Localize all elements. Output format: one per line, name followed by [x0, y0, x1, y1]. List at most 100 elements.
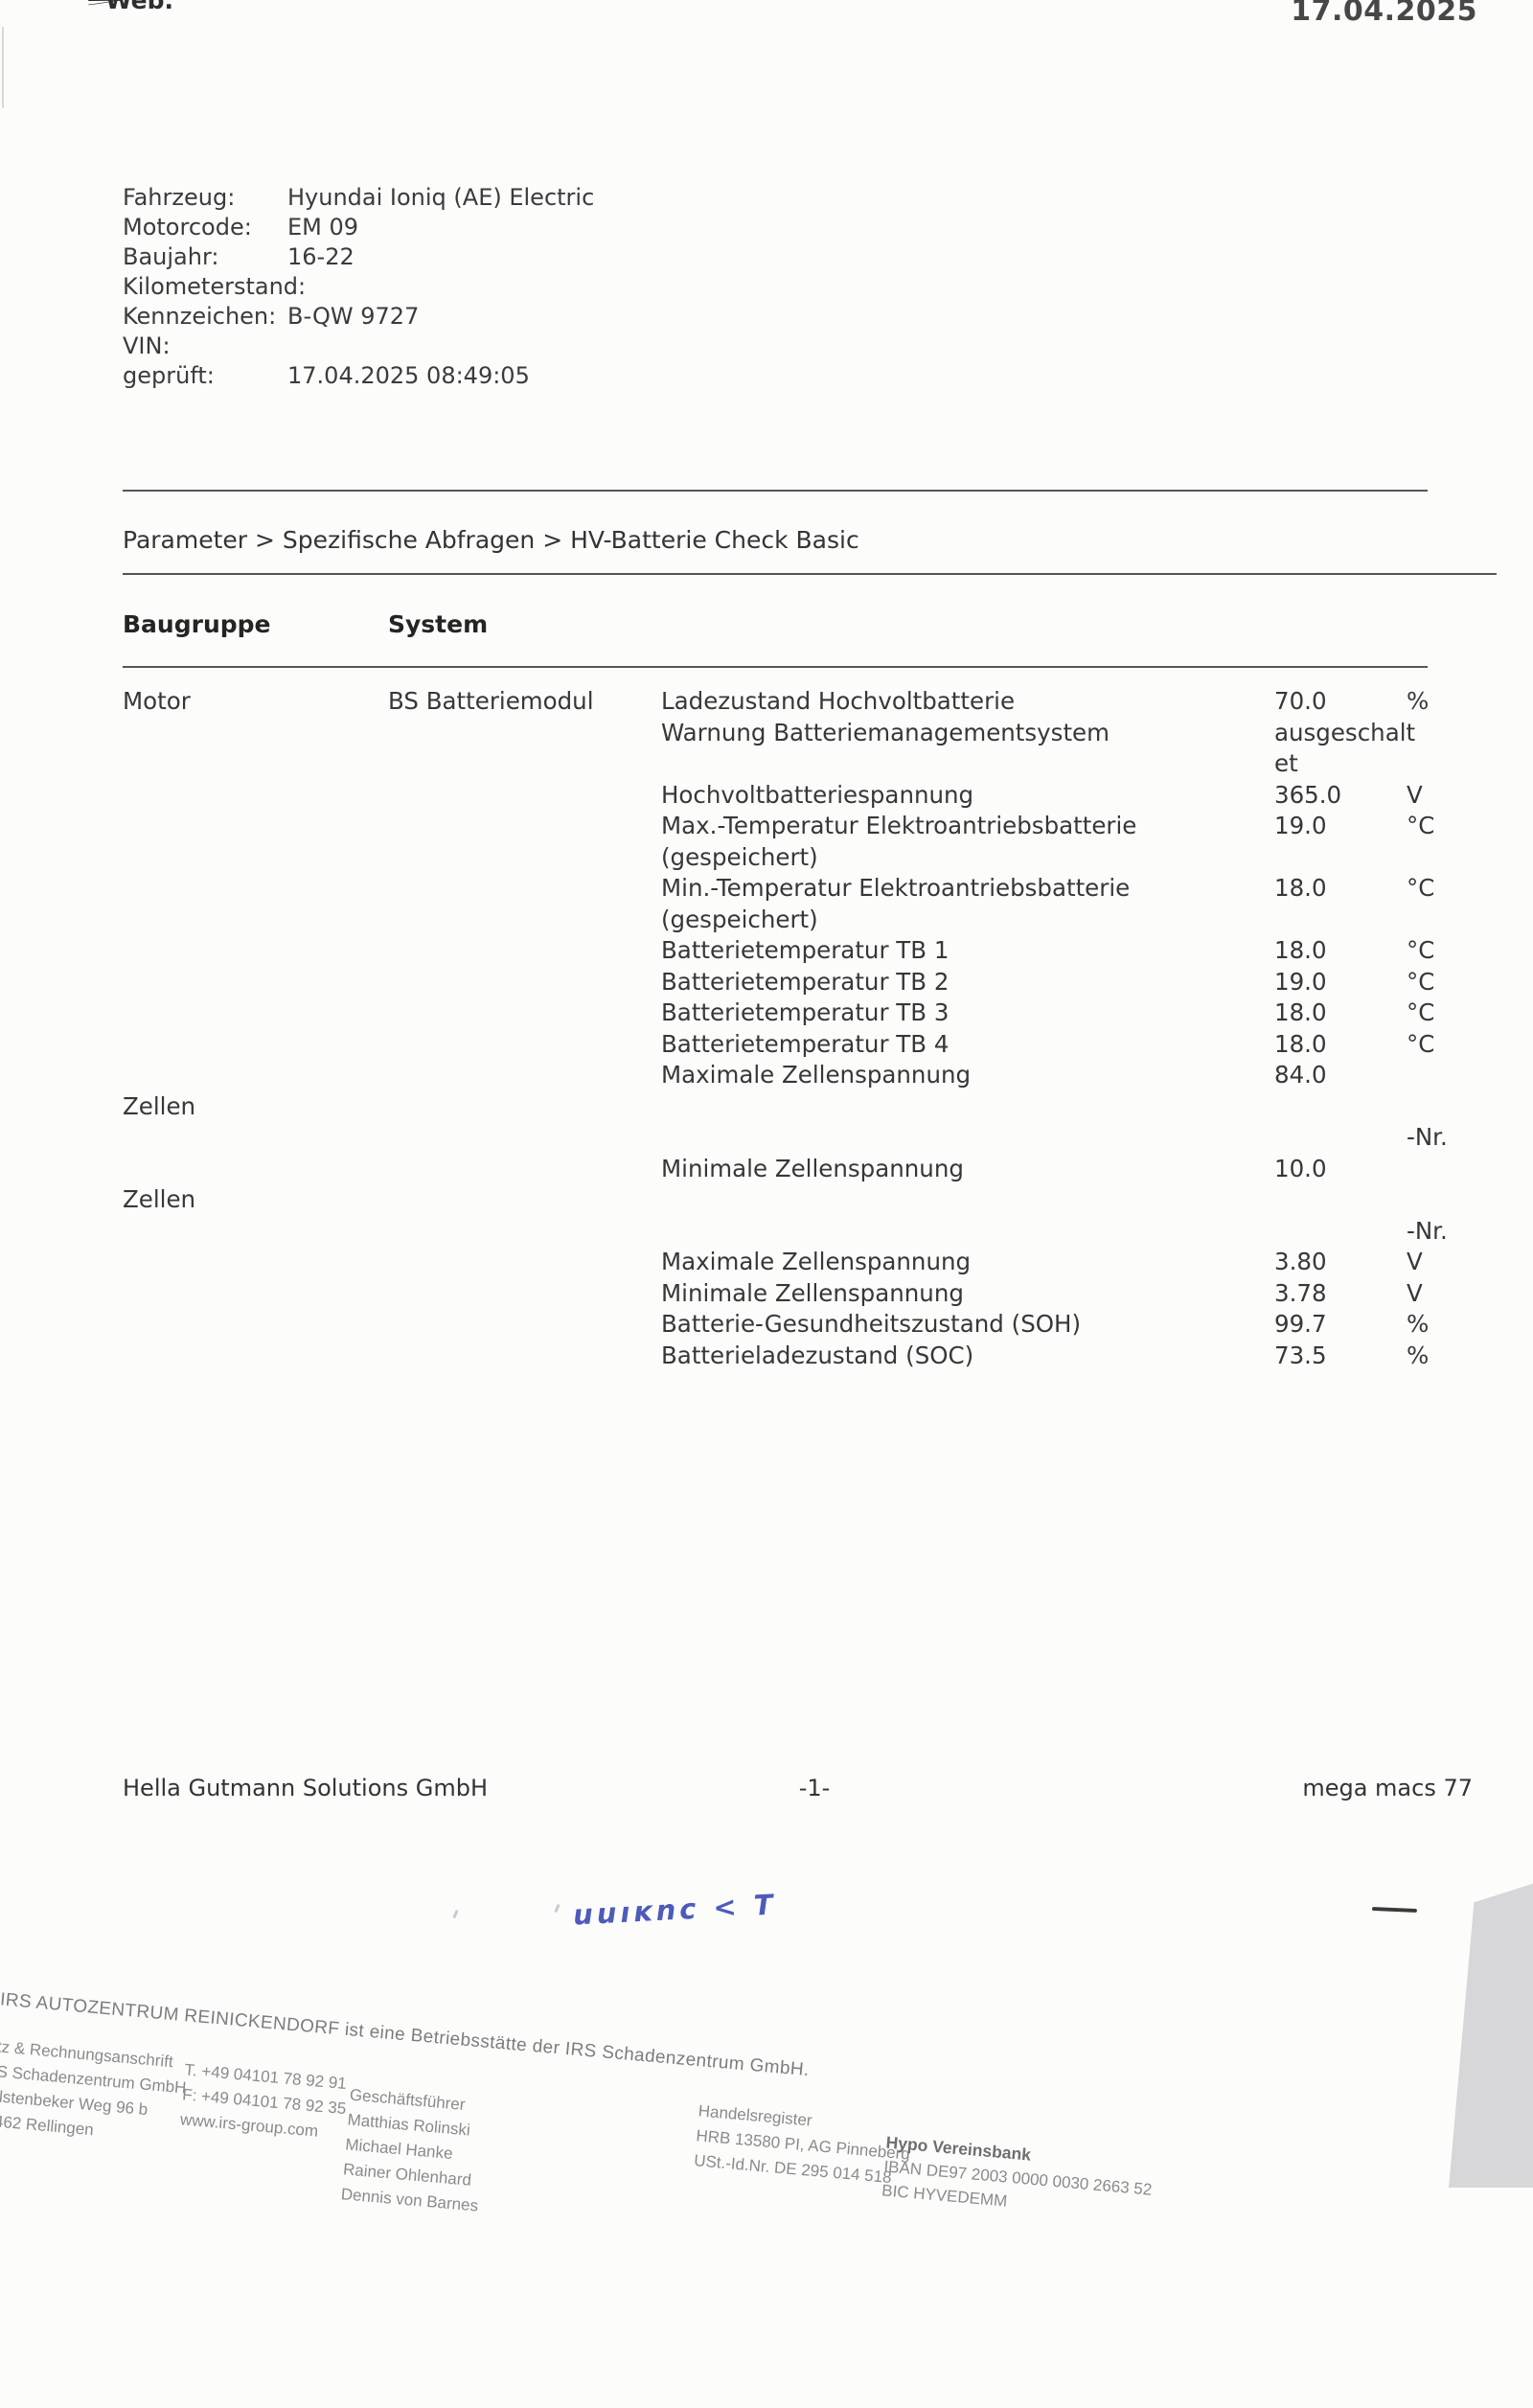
- breadcrumb: Parameter > Spezifische Abfragen > HV-Ba…: [123, 526, 859, 554]
- table-row: Zellen: [0, 1184, 1533, 1216]
- letterhead-bank: Hypo Vereinsbank IBAN DE97 2003 0000 0030…: [881, 2131, 1155, 2226]
- value-cell: 365.0: [1274, 780, 1342, 809]
- vehicle-field-value: 16-22: [287, 243, 355, 270]
- value-cell: 3.80: [1274, 1248, 1327, 1275]
- table-row: Zellen: [0, 1091, 1533, 1123]
- table-row: Minimale Zellenspannung 3.78 V: [0, 1278, 1533, 1310]
- unit-cell: %: [1407, 1341, 1430, 1369]
- vehicle-info: Fahrzeug: Hyundai Ioniq (AE) Electric Moto…: [0, 184, 1150, 392]
- vehicle-field-value: EM 09: [287, 214, 359, 241]
- letterhead: IRS AUTOZENTRUM REINICKENDORF ist eine B…: [0, 1980, 1533, 2408]
- table-row: Minimale Zellenspannung 10.0: [0, 1154, 1533, 1185]
- parameter-cell: (gespeichert): [661, 905, 818, 933]
- vehicle-field-value: 17.04.2025 08:49:05: [287, 362, 530, 389]
- letterhead-register: Handelsregister HRB 13580 PI, AG Pinneber…: [693, 2098, 913, 2191]
- unit-cell: °C: [1407, 967, 1435, 996]
- group-cell: Zellen: [123, 1185, 196, 1213]
- column-header-baugruppe: Baugruppe: [123, 610, 271, 638]
- parameter-cell: Batterie-Gesundheitszustand (SOH): [661, 1310, 1082, 1338]
- divider-table: [123, 666, 1428, 669]
- parameter-cell: Maximale Zellenspannung: [661, 1248, 972, 1275]
- parameter-cell: Hochvoltbatteriespannung: [661, 780, 974, 809]
- clipped-web-label: Web.: [105, 0, 174, 14]
- footer-company: Hella Gutmann Solutions GmbH: [123, 1775, 488, 1801]
- unit-cell: °C: [1407, 1029, 1435, 1058]
- value-cell: 99.7: [1274, 1310, 1327, 1338]
- table-row: Batterietemperatur TB 4 18.0 °C: [0, 1029, 1533, 1061]
- unit-cell: V: [1407, 1248, 1423, 1275]
- unit-cell: °C: [1407, 812, 1435, 839]
- group-cell: Zellen: [123, 1091, 196, 1120]
- scanned-diagnostic-report: { "colors": { "ink": "#3b3b3b", "rule_gr…: [0, 0, 1533, 2215]
- letterhead-management: Geschäftsführer Matthias Rolinski Michael …: [340, 2083, 488, 2219]
- parameter-cell: (gespeichert): [661, 842, 818, 871]
- table-row: -Nr.: [0, 1216, 1533, 1248]
- vehicle-row: Kennzeichen: B-QW 9727: [0, 303, 1150, 333]
- table-row: et: [0, 748, 1533, 780]
- scan-date: 17.04.2025: [1291, 0, 1477, 28]
- pen-mark: [452, 1909, 459, 1919]
- vehicle-field-label: geprüft:: [123, 362, 215, 389]
- table-row: Batterie-Gesundheitszustand (SOH) 99.7%: [0, 1309, 1533, 1341]
- table-row: Batterietemperatur TB 3 18.0 °C: [0, 998, 1533, 1029]
- value-cell: 73.5: [1274, 1341, 1327, 1369]
- parameter-cell: Maximale Zellenspannung: [661, 1061, 972, 1089]
- unit-cell: %: [1407, 1310, 1430, 1338]
- ink-dash-artifact: [1371, 1906, 1418, 1913]
- vehicle-row: Motorcode: EM 09: [0, 214, 1150, 243]
- parameter-cell: Batterietemperatur TB 3: [661, 998, 950, 1026]
- column-header-system: System: [388, 610, 489, 638]
- value-cell: 84.0: [1274, 1061, 1327, 1089]
- value-cell: 3.78: [1274, 1278, 1327, 1307]
- parameter-cell: Max.-Temperatur Elektroantriebsbatterie: [661, 812, 1137, 839]
- value-cell: 70.0: [1274, 687, 1327, 715]
- handwritten-note: uuıĸnc < T: [572, 1888, 778, 1932]
- table-row: (gespeichert): [0, 842, 1533, 874]
- parameter-cell: Minimale Zellenspannung: [661, 1278, 964, 1307]
- footer-device: mega macs 77: [1302, 1775, 1473, 1801]
- unit-cell: V: [1407, 1278, 1423, 1307]
- parameter-cell: Ladezustand Hochvoltbatterie: [661, 687, 1016, 715]
- value-cell: 19.0: [1274, 812, 1327, 839]
- parameter-table: Motor BS Batteriemodul Ladezustand Hochvol…: [0, 686, 1533, 1371]
- table-row: Batterietemperatur TB 2 19.0 °C: [0, 967, 1533, 998]
- table-row: Batterieladezustand (SOC) 73.5%: [0, 1341, 1533, 1372]
- vehicle-row: VIN:: [0, 333, 1150, 362]
- table-row: Maximale Zellenspannung 84.0: [0, 1060, 1533, 1091]
- unit-cell: °C: [1407, 998, 1435, 1026]
- pen-mark: [554, 1903, 561, 1914]
- table-row: -Nr.: [0, 1122, 1533, 1154]
- parameter-cell: Warnung Batteriemanagementsystem: [661, 718, 1110, 746]
- divider-top: [123, 490, 1428, 493]
- parameter-cell: Batterietemperatur TB 4: [661, 1029, 950, 1058]
- vehicle-field-label: Fahrzeug:: [123, 184, 236, 211]
- letterhead-contact: T. +49 04101 78 92 91 F: +49 04101 78 92 …: [179, 2057, 350, 2146]
- parameter-cell: Minimale Zellenspannung: [661, 1154, 964, 1182]
- value-cell: ausgeschalt: [1274, 718, 1416, 746]
- footer-page-number: -1-: [798, 1775, 831, 1801]
- parameter-cell: Batterietemperatur TB 1: [661, 936, 950, 964]
- parameter-cell: Batterietemperatur TB 2: [661, 967, 950, 996]
- table-row: Batterietemperatur TB 1 18.0 °C: [0, 935, 1533, 967]
- vehicle-field-label: VIN:: [123, 333, 171, 359]
- group-cell: Motor: [123, 687, 191, 715]
- unit-cell: V: [1407, 780, 1423, 809]
- table-row: Hochvoltbatteriespannung 365.0 V: [0, 780, 1533, 812]
- unit-cell: °C: [1407, 874, 1435, 902]
- vehicle-field-label: Kennzeichen:: [123, 303, 277, 330]
- system-cell: BS Batteriemodul: [388, 687, 594, 715]
- table-row: (gespeichert): [0, 905, 1533, 936]
- divider-middle: [123, 573, 1497, 576]
- vehicle-row: Baujahr: 16-22: [0, 243, 1150, 273]
- parameter-cell: Batterieladezustand (SOC): [661, 1341, 974, 1369]
- vehicle-row: Fahrzeug: Hyundai Ioniq (AE) Electric: [0, 184, 1150, 214]
- unit-cell: °C: [1407, 936, 1435, 964]
- unit-cell: -Nr.: [1407, 1123, 1448, 1151]
- vehicle-row: geprüft: 17.04.2025 08:49:05: [0, 362, 1150, 392]
- table-row: Min.-Temperatur Elektroantriebsbatterie 1…: [0, 873, 1533, 905]
- vehicle-field-label: Motorcode:: [123, 214, 252, 241]
- parameter-cell: Min.-Temperatur Elektroantriebsbatterie: [661, 874, 1131, 902]
- value-cell: 18.0: [1274, 874, 1327, 902]
- value-cell: 18.0: [1274, 998, 1327, 1026]
- table-row: Warnung Batteriemanagementsystem ausgesch…: [0, 718, 1533, 749]
